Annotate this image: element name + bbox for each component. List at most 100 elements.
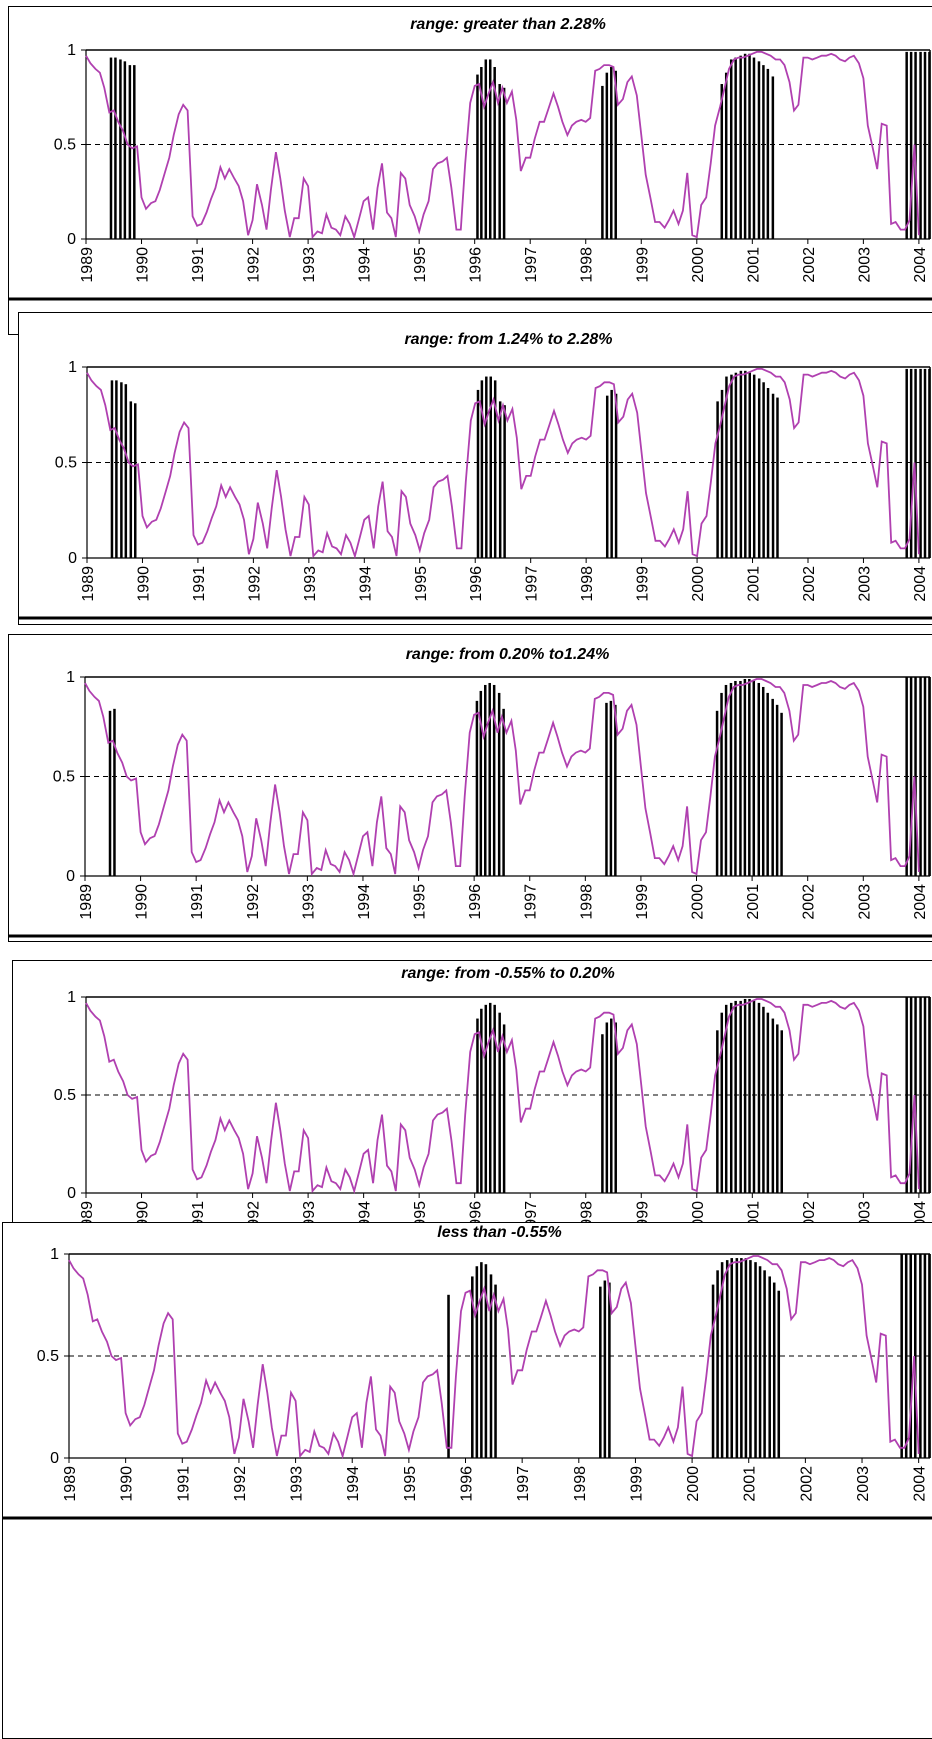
- bar: [479, 690, 483, 876]
- x-tick-label: 1998: [572, 1466, 589, 1502]
- x-tick-label: 1999: [628, 1466, 645, 1502]
- chart-1: range: greater than 2.28% 0 0.5 1 1989 1990 19…: [9, 16, 932, 301]
- x-tick-label: 2003: [856, 247, 873, 283]
- bar: [776, 397, 779, 558]
- y-tick-label: 1: [67, 989, 76, 1006]
- bar: [716, 1030, 719, 1193]
- bar: [109, 57, 113, 240]
- bar: [771, 698, 774, 876]
- bar: [744, 1258, 748, 1458]
- bar: [748, 53, 751, 239]
- x-tick-label: 2003: [856, 884, 873, 920]
- x-tick-label: 1997: [523, 884, 540, 920]
- bar: [488, 59, 492, 240]
- bar: [599, 1286, 602, 1458]
- bar: [909, 1254, 913, 1458]
- bar: [744, 370, 747, 558]
- bar: [605, 72, 609, 240]
- bar: [928, 997, 931, 1193]
- bar: [757, 1002, 761, 1193]
- x-tick-label: 2004: [912, 884, 929, 920]
- bar: [923, 368, 927, 558]
- x-tick-label: 2004: [912, 1466, 929, 1502]
- probability-line: [86, 368, 920, 560]
- bar: [914, 368, 917, 558]
- bar: [715, 710, 719, 876]
- bar: [489, 376, 493, 558]
- bar: [729, 682, 733, 876]
- bar: [776, 1024, 779, 1193]
- bar: [601, 1034, 604, 1193]
- bar: [724, 72, 728, 240]
- x-tick-label: 1995: [402, 1466, 419, 1502]
- x-tick-label: 1989: [79, 247, 96, 283]
- bar: [610, 67, 613, 239]
- y-tick-label: 0.5: [54, 1087, 76, 1104]
- x-tick-label: 2000: [690, 884, 707, 920]
- chart-title: less than -0.55%: [437, 1224, 562, 1241]
- bar: [919, 677, 922, 876]
- chart-panel-1: range: greater than 2.28% 0 0.5 1 1989 1990 19…: [8, 6, 932, 335]
- bar: [734, 680, 737, 876]
- bar: [919, 1254, 922, 1458]
- bar: [720, 692, 723, 876]
- bar: [923, 1254, 927, 1458]
- bar: [480, 380, 484, 558]
- bar: [919, 51, 922, 239]
- bar: [609, 700, 613, 876]
- bar: [928, 1254, 931, 1458]
- y-tick-label: 0.5: [37, 1348, 59, 1365]
- probability-line: [68, 1255, 920, 1460]
- bar: [919, 997, 922, 1193]
- bar: [766, 388, 770, 558]
- bar: [768, 1276, 771, 1458]
- bar: [729, 59, 733, 240]
- bar: [502, 1024, 506, 1193]
- x-tick-label: 2004: [912, 566, 929, 602]
- x-tick-label: 1998: [579, 566, 596, 602]
- bar: [498, 84, 501, 240]
- bar: [928, 51, 931, 239]
- bar: [757, 682, 761, 876]
- bar: [923, 51, 927, 239]
- bar: [110, 380, 114, 558]
- bar: [128, 65, 132, 239]
- y-tick-label: 0: [67, 1185, 76, 1202]
- x-tick-label: 1999: [635, 566, 652, 602]
- bar: [484, 59, 488, 240]
- bar: [493, 380, 497, 558]
- x-tick-label: 1998: [579, 247, 596, 283]
- bar: [766, 692, 769, 876]
- bar: [771, 76, 775, 240]
- bar: [772, 1282, 776, 1458]
- x-tick-label: 2002: [798, 1466, 815, 1502]
- bar: [475, 1266, 479, 1458]
- x-tick-label: 1989: [78, 884, 95, 920]
- bar: [766, 68, 770, 240]
- bar: [120, 382, 123, 558]
- bar: [724, 684, 728, 876]
- x-tick-label: 2004: [912, 247, 929, 283]
- bar: [720, 1012, 724, 1193]
- x-tick-label: 1990: [135, 247, 152, 283]
- bar: [904, 1254, 908, 1458]
- x-tick-label: 1996: [468, 566, 485, 602]
- probability-line: [85, 51, 920, 241]
- bar: [485, 376, 488, 558]
- x-tick-label: 2000: [690, 566, 707, 602]
- bar: [115, 380, 118, 558]
- bar: [914, 997, 917, 1193]
- x-tick-label: 1991: [189, 884, 206, 920]
- bar: [493, 67, 496, 239]
- chart-panel-5: less than -0.55% 0 0.5 1 1989 1990 1991 1992 199…: [2, 1222, 932, 1739]
- bar: [739, 370, 743, 558]
- bar: [608, 1282, 611, 1458]
- y-tick-label: 1: [67, 42, 76, 59]
- bar: [900, 1254, 903, 1458]
- bar: [711, 1284, 715, 1458]
- bar: [752, 57, 756, 240]
- chart-panel-2: range: from 1.24% to 2.28% 0 0.5 1 1989 1990 1…: [18, 312, 932, 625]
- bar: [614, 704, 617, 876]
- bar: [614, 393, 618, 558]
- probability-line: [85, 998, 920, 1195]
